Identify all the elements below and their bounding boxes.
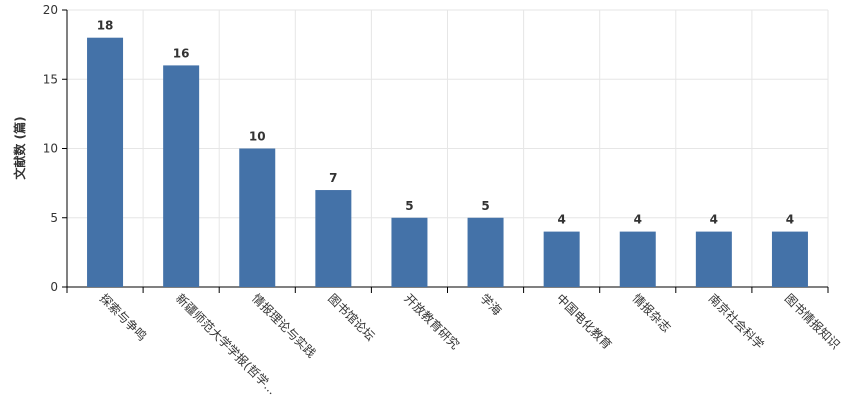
data-label: 7 bbox=[329, 171, 337, 185]
x-tick-label: 学海 bbox=[477, 291, 505, 319]
y-axis-label: 文献数 (篇) bbox=[12, 116, 27, 179]
bar bbox=[163, 65, 200, 288]
data-label: 18 bbox=[97, 19, 114, 33]
x-tick-label: 中国电化教育 bbox=[554, 291, 616, 353]
data-label: 5 bbox=[481, 199, 489, 213]
bar bbox=[315, 190, 352, 287]
data-label: 4 bbox=[634, 213, 642, 227]
x-tick-label: 开放教育研究 bbox=[401, 291, 463, 353]
x-tick-label: 图书馆论坛 bbox=[325, 291, 378, 344]
bar bbox=[87, 37, 124, 288]
x-tick-label: 情报杂志 bbox=[630, 291, 675, 336]
bar bbox=[543, 231, 580, 287]
bar bbox=[239, 148, 276, 287]
data-label: 5 bbox=[405, 199, 413, 213]
y-tick-label: 10 bbox=[43, 142, 58, 156]
x-tick-label: 南京社会科学 bbox=[706, 291, 768, 353]
x-tick-label: 图书情报知识 bbox=[782, 291, 841, 353]
y-tick-label: 20 bbox=[43, 3, 58, 17]
bar bbox=[695, 231, 732, 287]
x-tick-label: 探索与争鸣 bbox=[97, 291, 150, 344]
y-tick-label: 0 bbox=[50, 280, 58, 294]
data-label: 4 bbox=[786, 213, 794, 227]
bar bbox=[467, 217, 504, 287]
data-label: 4 bbox=[710, 213, 718, 227]
y-tick-label: 15 bbox=[43, 72, 58, 86]
bar bbox=[391, 217, 428, 287]
x-tick-label: 情报理论与实践 bbox=[249, 291, 319, 361]
data-label: 10 bbox=[249, 130, 266, 144]
bar bbox=[771, 231, 808, 287]
bar bbox=[619, 231, 656, 287]
y-tick-label: 5 bbox=[50, 211, 58, 225]
data-label: 4 bbox=[557, 213, 565, 227]
data-label: 16 bbox=[173, 46, 190, 60]
